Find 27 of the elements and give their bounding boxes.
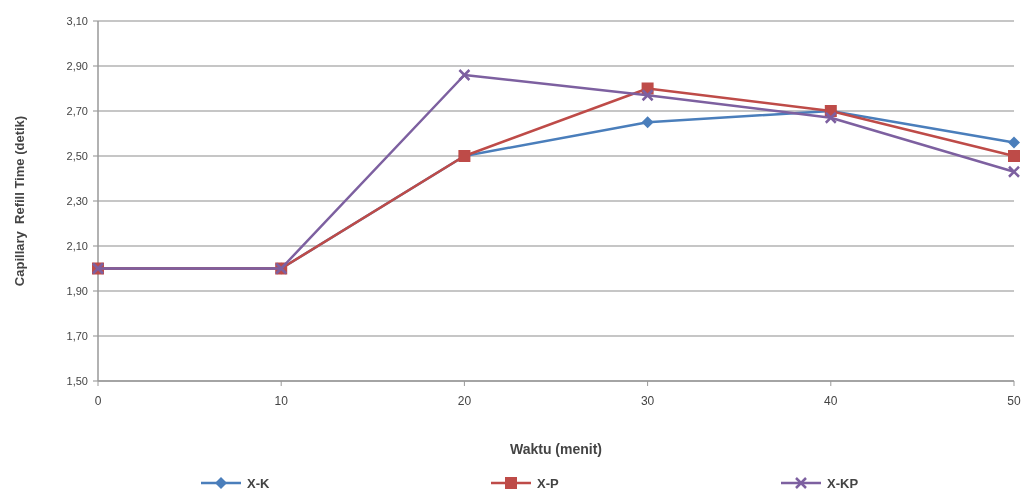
y-tick-label: 2,30 [66, 195, 88, 207]
legend-label: X-KP [827, 476, 859, 491]
legend-label: X-K [247, 476, 270, 491]
x-tick-label: 0 [94, 394, 102, 408]
y-tick-label: 1,90 [66, 285, 88, 297]
x-tick-label: 10 [274, 394, 289, 408]
y-tick-label: 1,70 [66, 330, 88, 342]
legend-label: X-P [537, 476, 559, 491]
point [641, 116, 654, 129]
point [824, 111, 838, 124]
y-tick-label: 2,50 [66, 150, 88, 162]
point [1007, 165, 1021, 178]
y-tick-label: 2,10 [66, 240, 88, 252]
x-axis-title: Waktu (menit) [509, 441, 603, 457]
x-tick-label: 40 [824, 394, 838, 408]
point [1008, 150, 1020, 162]
point [1008, 136, 1020, 149]
point [641, 89, 654, 102]
x-tick-label: 20 [457, 394, 472, 408]
y-tick-label: 3,10 [66, 15, 88, 27]
x-tick-label: 50 [1007, 394, 1021, 408]
y-axis-title: Capillary Refill Time (detik) [12, 115, 27, 287]
y-tick-label: 1,50 [66, 375, 88, 387]
y-tick-label: 2,70 [66, 105, 88, 117]
x-tick-label: 30 [640, 394, 655, 408]
y-tick-label: 2,90 [66, 60, 88, 72]
point [458, 68, 471, 82]
